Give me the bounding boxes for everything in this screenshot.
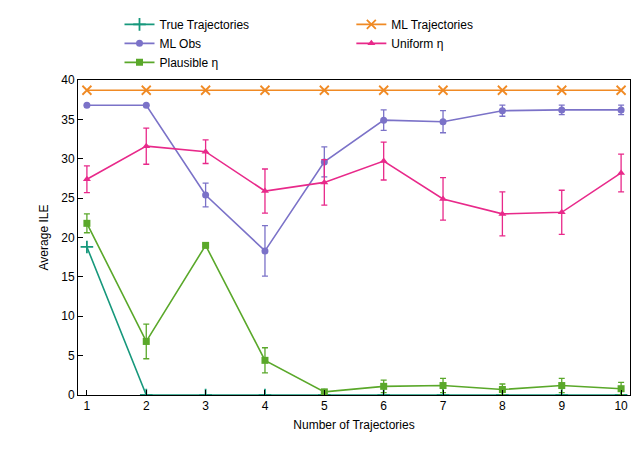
svg-text:True Trajectories: True Trajectories — [160, 18, 250, 32]
svg-text:4: 4 — [262, 399, 269, 413]
svg-text:40: 40 — [61, 73, 75, 87]
svg-text:ML Trajectories: ML Trajectories — [391, 18, 473, 32]
svg-text:3: 3 — [202, 399, 209, 413]
svg-text:1: 1 — [84, 399, 91, 413]
svg-text:2: 2 — [143, 399, 150, 413]
svg-text:30: 30 — [61, 152, 75, 166]
svg-text:10: 10 — [61, 309, 75, 323]
svg-text:Average ILE: Average ILE — [37, 205, 51, 271]
svg-text:10: 10 — [614, 399, 628, 413]
svg-text:25: 25 — [61, 191, 75, 205]
svg-text:0: 0 — [68, 388, 75, 402]
svg-text:Uniform η: Uniform η — [391, 37, 443, 51]
svg-text:15: 15 — [61, 270, 75, 284]
svg-text:5: 5 — [321, 399, 328, 413]
svg-text:20: 20 — [61, 231, 75, 245]
svg-text:Number of Trajectories: Number of Trajectories — [293, 418, 414, 432]
svg-text:5: 5 — [68, 349, 75, 363]
svg-text:Plausible η: Plausible η — [160, 56, 219, 70]
svg-text:ML Obs: ML Obs — [160, 37, 202, 51]
svg-text:6: 6 — [380, 399, 387, 413]
svg-text:35: 35 — [61, 113, 75, 127]
svg-text:8: 8 — [499, 399, 506, 413]
svg-text:9: 9 — [558, 399, 565, 413]
svg-text:7: 7 — [440, 399, 447, 413]
